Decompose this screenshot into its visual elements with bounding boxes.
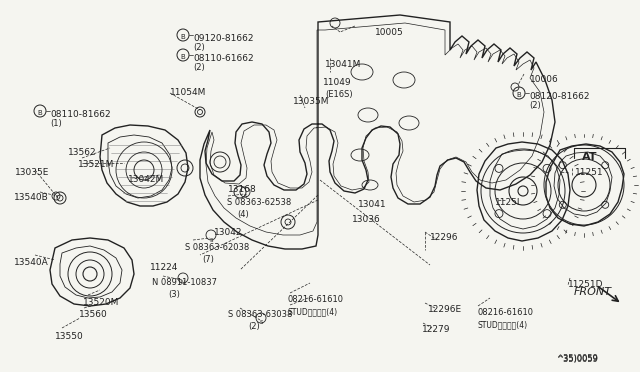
Text: 13540A: 13540A [14, 258, 49, 267]
Text: 09120-81662: 09120-81662 [193, 34, 253, 43]
Text: 08110-61662: 08110-61662 [193, 54, 253, 63]
Text: (4): (4) [237, 210, 249, 219]
Text: (2): (2) [529, 101, 541, 110]
Text: 08216-61610: 08216-61610 [288, 295, 344, 304]
Text: 13521M: 13521M [78, 160, 115, 169]
Text: (1): (1) [50, 119, 61, 128]
Text: S: S [259, 320, 263, 324]
Text: S 08363-62538: S 08363-62538 [227, 198, 291, 207]
Text: 08110-81662: 08110-81662 [50, 110, 111, 119]
Text: 13042: 13042 [214, 228, 243, 237]
Text: 12279: 12279 [422, 325, 451, 334]
Text: (3): (3) [168, 290, 180, 299]
Text: 13562: 13562 [68, 148, 97, 157]
Text: 11251: 11251 [575, 168, 604, 177]
Text: (E16S): (E16S) [325, 90, 353, 99]
Text: 13560: 13560 [79, 310, 108, 319]
Text: 13035M: 13035M [293, 97, 330, 106]
Text: 13540B: 13540B [14, 193, 49, 202]
Text: S: S [209, 237, 212, 243]
Text: 11224: 11224 [150, 263, 179, 272]
Text: 12296E: 12296E [428, 305, 462, 314]
Text: 13168: 13168 [228, 185, 257, 194]
Text: 13041: 13041 [358, 200, 387, 209]
Text: FRONT: FRONT [574, 287, 612, 297]
Text: 13520M: 13520M [83, 298, 120, 307]
Text: 13035E: 13035E [15, 168, 49, 177]
Text: S 08363-62038: S 08363-62038 [185, 243, 249, 252]
Text: 13036: 13036 [352, 215, 381, 224]
Text: B: B [38, 110, 42, 116]
Text: 08120-81662: 08120-81662 [529, 92, 589, 101]
Text: (7): (7) [202, 255, 214, 264]
Text: STUDスタッド(4): STUDスタッド(4) [478, 320, 528, 329]
Text: B: B [516, 92, 522, 98]
Text: 1125I: 1125I [495, 198, 520, 207]
Text: S: S [243, 195, 247, 199]
Text: B: B [180, 34, 186, 40]
Text: AT: AT [582, 152, 598, 162]
Text: N: N [181, 279, 185, 285]
Text: STUDスタッド(4): STUDスタッド(4) [288, 307, 338, 316]
Text: 11049: 11049 [323, 78, 351, 87]
Text: 08216-61610: 08216-61610 [478, 308, 534, 317]
Text: (2): (2) [193, 63, 205, 72]
Text: 10005: 10005 [375, 28, 404, 37]
Text: S 08363-63038: S 08363-63038 [228, 310, 292, 319]
Text: ^35)0059: ^35)0059 [556, 355, 598, 364]
Text: N 08911-10837: N 08911-10837 [152, 278, 217, 287]
Text: 13042M: 13042M [128, 175, 164, 184]
Text: (2): (2) [193, 43, 205, 52]
Text: 13550: 13550 [55, 332, 84, 341]
Text: 11054M: 11054M [170, 88, 206, 97]
Text: 10006: 10006 [530, 75, 559, 84]
Text: ^35)0059: ^35)0059 [556, 354, 598, 363]
Text: 11251D: 11251D [568, 280, 604, 289]
Text: (2): (2) [248, 322, 260, 331]
Text: B: B [180, 54, 186, 60]
Text: 13041M: 13041M [325, 60, 362, 69]
Text: 12296: 12296 [430, 233, 458, 242]
